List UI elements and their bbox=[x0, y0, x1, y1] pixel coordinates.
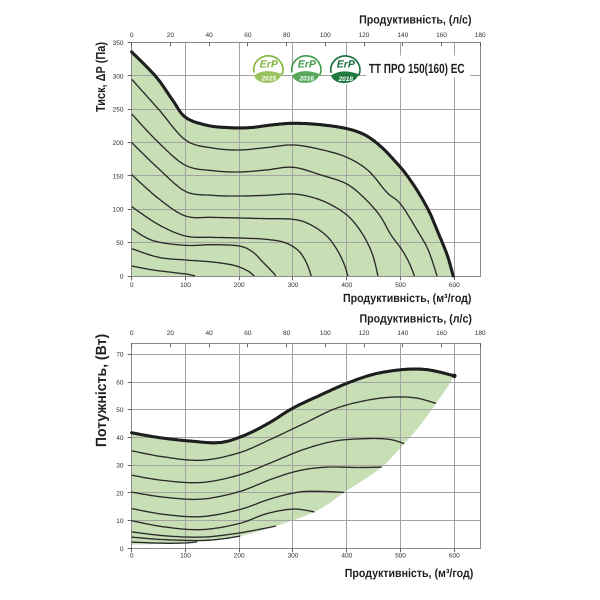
svg-text:100: 100 bbox=[320, 330, 331, 337]
svg-text:Продуктивність, (л/с): Продуктивність, (л/с) bbox=[360, 312, 472, 326]
svg-text:100: 100 bbox=[320, 32, 331, 39]
svg-text:70: 70 bbox=[116, 352, 124, 359]
svg-text:200: 200 bbox=[234, 282, 245, 289]
svg-text:600: 600 bbox=[449, 282, 460, 289]
svg-text:2018: 2018 bbox=[338, 76, 354, 83]
svg-text:20: 20 bbox=[167, 32, 175, 39]
svg-text:500: 500 bbox=[395, 282, 406, 289]
svg-text:ErP: ErP bbox=[337, 59, 356, 71]
svg-text:40: 40 bbox=[205, 330, 213, 337]
svg-text:Продуктивність, (м³/год): Продуктивність, (м³/год) bbox=[343, 291, 472, 305]
svg-text:ErP: ErP bbox=[260, 58, 279, 70]
svg-text:400: 400 bbox=[341, 282, 352, 289]
svg-text:180: 180 bbox=[475, 32, 486, 39]
svg-text:160: 160 bbox=[436, 330, 447, 337]
svg-text:350: 350 bbox=[113, 40, 124, 47]
svg-text:60: 60 bbox=[244, 330, 252, 337]
svg-text:Продуктивність, (л/с): Продуктивність, (л/с) bbox=[359, 12, 471, 26]
svg-text:30: 30 bbox=[116, 463, 124, 470]
svg-text:300: 300 bbox=[113, 73, 124, 80]
svg-text:ErP: ErP bbox=[298, 58, 317, 70]
svg-text:2015: 2015 bbox=[261, 76, 277, 83]
svg-text:100: 100 bbox=[113, 207, 124, 214]
svg-text:40: 40 bbox=[116, 435, 124, 442]
svg-text:50: 50 bbox=[116, 407, 124, 414]
svg-text:20: 20 bbox=[116, 490, 124, 497]
svg-text:20: 20 bbox=[167, 330, 175, 337]
svg-text:80: 80 bbox=[283, 330, 291, 337]
svg-text:0: 0 bbox=[120, 273, 124, 280]
svg-text:0: 0 bbox=[130, 330, 134, 337]
svg-text:60: 60 bbox=[244, 32, 252, 39]
svg-text:40: 40 bbox=[205, 32, 213, 39]
svg-text:600: 600 bbox=[449, 553, 460, 560]
svg-text:ТТ ПРО 150(160) ЕС: ТТ ПРО 150(160) ЕС bbox=[369, 61, 465, 76]
svg-text:0: 0 bbox=[130, 282, 134, 289]
svg-text:0: 0 bbox=[130, 32, 134, 39]
svg-text:200: 200 bbox=[113, 140, 124, 147]
svg-text:10: 10 bbox=[116, 518, 124, 525]
svg-text:160: 160 bbox=[436, 32, 447, 39]
svg-text:180: 180 bbox=[475, 330, 486, 337]
svg-text:140: 140 bbox=[397, 32, 408, 39]
svg-text:Продуктивність, (м³/год): Продуктивність, (м³/год) bbox=[345, 566, 474, 580]
svg-text:500: 500 bbox=[395, 553, 406, 560]
svg-text:120: 120 bbox=[359, 32, 370, 39]
svg-text:200: 200 bbox=[234, 553, 245, 560]
svg-text:100: 100 bbox=[180, 282, 191, 289]
svg-text:150: 150 bbox=[113, 173, 124, 180]
svg-text:300: 300 bbox=[288, 553, 299, 560]
svg-text:Потужність, (Вт): Потужність, (Вт) bbox=[94, 334, 110, 447]
svg-text:60: 60 bbox=[116, 379, 124, 386]
svg-text:2016: 2016 bbox=[299, 76, 315, 83]
svg-text:0: 0 bbox=[130, 553, 134, 560]
svg-text:0: 0 bbox=[120, 546, 124, 553]
svg-text:80: 80 bbox=[283, 32, 291, 39]
svg-text:400: 400 bbox=[341, 553, 352, 560]
svg-text:100: 100 bbox=[180, 553, 191, 560]
svg-text:140: 140 bbox=[397, 330, 408, 337]
svg-text:Тиск, ΔР (Па): Тиск, ΔР (Па) bbox=[93, 42, 108, 112]
svg-text:120: 120 bbox=[359, 330, 370, 337]
svg-text:300: 300 bbox=[288, 282, 299, 289]
svg-text:250: 250 bbox=[113, 107, 124, 114]
svg-text:50: 50 bbox=[116, 240, 124, 247]
